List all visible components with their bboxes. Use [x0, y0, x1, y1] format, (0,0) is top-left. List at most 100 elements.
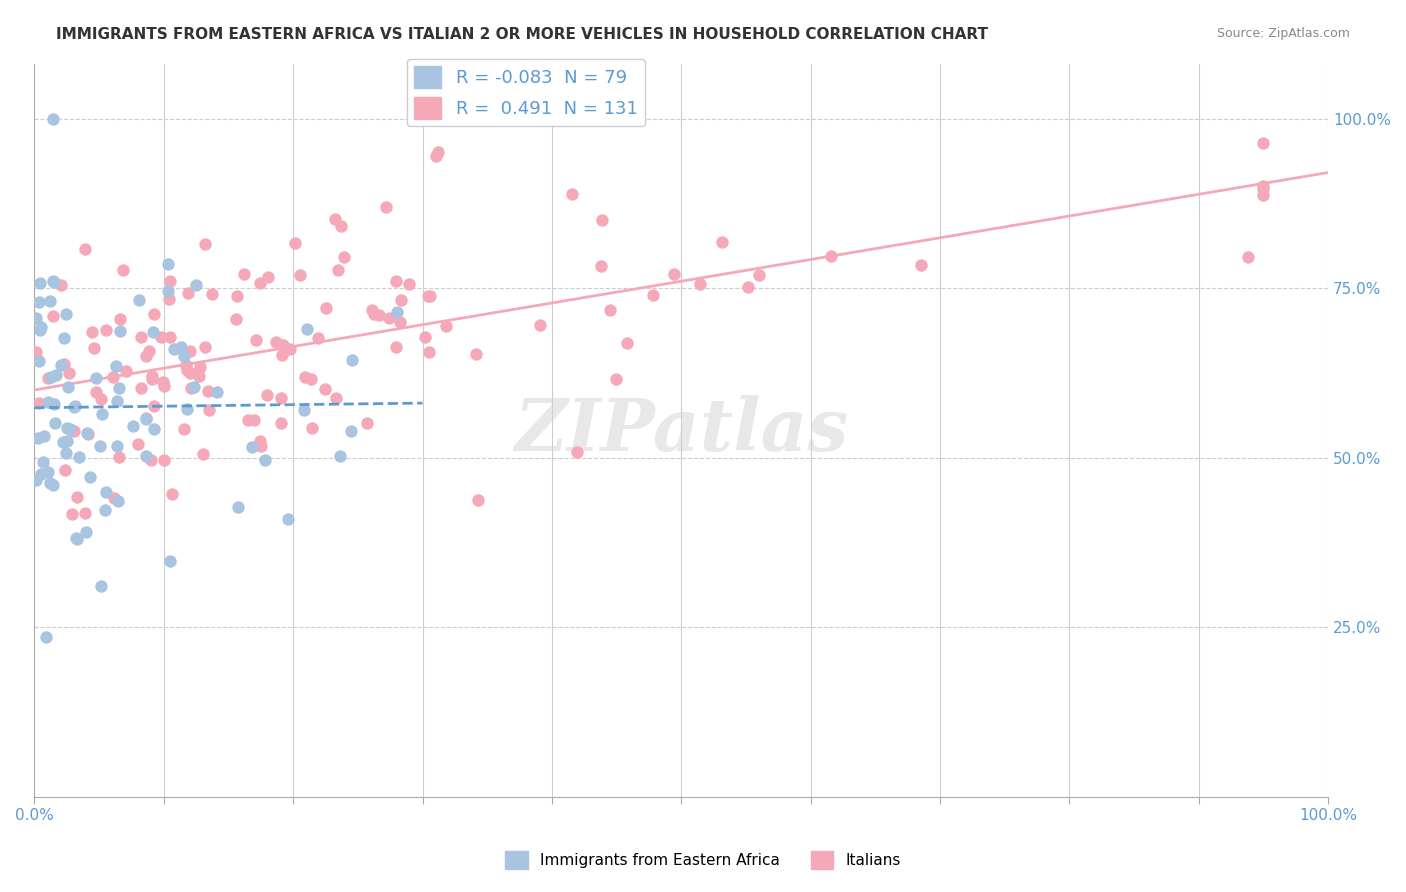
Point: [205, 385, 228, 400]
Point: [30, 319, 52, 334]
Point: [201, 287, 224, 301]
Point: [108, 380, 131, 394]
Point: [301, 420, 323, 434]
Point: [42, 309, 65, 323]
Point: [323, 211, 346, 226]
Point: [32, 429, 55, 443]
Point: [90, 392, 112, 406]
Point: [356, 416, 378, 430]
Point: [288, 268, 311, 282]
Point: [271, 338, 294, 352]
Point: [90, 579, 112, 593]
Point: [44, 417, 66, 431]
Point: [58, 380, 80, 394]
Point: [135, 411, 157, 425]
Point: [425, 148, 447, 162]
Point: [103, 491, 125, 506]
Point: [245, 333, 267, 347]
Point: [37, 395, 59, 409]
Point: [368, 308, 391, 322]
Point: [385, 305, 408, 319]
Point: [73, 242, 96, 256]
Point: [385, 274, 408, 288]
Point: [134, 449, 156, 463]
Point: [605, 372, 627, 386]
Point: [28, 323, 51, 337]
Point: [108, 324, 131, 338]
Point: [59, 422, 82, 436]
Point: [94, 503, 117, 517]
Point: [30, 276, 52, 290]
Point: [339, 424, 361, 438]
Point: [63, 399, 86, 413]
Point: [292, 403, 315, 417]
Text: Source: ZipAtlas.com: Source: ZipAtlas.com: [1216, 27, 1350, 40]
Point: [385, 340, 408, 354]
Point: [53, 331, 76, 345]
Point: [84, 385, 107, 400]
Point: [129, 380, 152, 394]
Point: [361, 303, 384, 318]
Point: [616, 336, 638, 351]
Point: [299, 372, 322, 386]
Point: [107, 494, 129, 508]
Point: [177, 285, 200, 300]
Point: [159, 274, 181, 288]
Point: [294, 370, 316, 384]
Point: [53, 463, 76, 477]
Point: [238, 413, 260, 427]
Point: [94, 484, 117, 499]
Point: [170, 340, 193, 354]
Point: [42, 274, 65, 288]
Point: [1253, 136, 1275, 150]
Point: [75, 506, 97, 520]
Point: [24, 344, 46, 359]
Point: [467, 493, 489, 508]
Point: [121, 418, 143, 433]
Point: [176, 363, 198, 377]
Point: [307, 331, 329, 345]
Point: [561, 187, 583, 202]
Point: [105, 393, 128, 408]
Point: [108, 312, 131, 326]
Point: [75, 524, 97, 539]
Point: [226, 289, 249, 303]
Point: [1253, 181, 1275, 195]
Point: [30, 467, 52, 481]
Point: [83, 341, 105, 355]
Point: [198, 402, 221, 417]
Point: [135, 349, 157, 363]
Point: [141, 453, 163, 467]
Point: [105, 439, 128, 453]
Point: [180, 381, 202, 395]
Point: [90, 407, 112, 421]
Point: [27, 354, 49, 368]
Point: [183, 379, 205, 393]
Point: [197, 384, 219, 399]
Point: [1253, 178, 1275, 193]
Point: [363, 307, 385, 321]
Point: [67, 450, 90, 465]
Point: [1237, 250, 1260, 264]
Point: [194, 340, 217, 354]
Point: [599, 303, 621, 318]
Point: [115, 364, 138, 378]
Point: [664, 267, 686, 281]
Point: [176, 402, 198, 417]
Point: [256, 270, 278, 285]
Point: [256, 387, 278, 401]
Point: [179, 344, 201, 359]
Point: [150, 330, 173, 344]
Point: [152, 453, 174, 467]
Point: [249, 434, 271, 449]
Point: [748, 268, 770, 282]
Point: [243, 412, 266, 426]
Point: [232, 267, 254, 281]
Point: [63, 400, 86, 414]
Point: [266, 334, 288, 349]
Point: [76, 425, 98, 440]
Point: [108, 450, 131, 464]
Point: [135, 412, 157, 426]
Point: [152, 379, 174, 393]
Point: [103, 370, 125, 384]
